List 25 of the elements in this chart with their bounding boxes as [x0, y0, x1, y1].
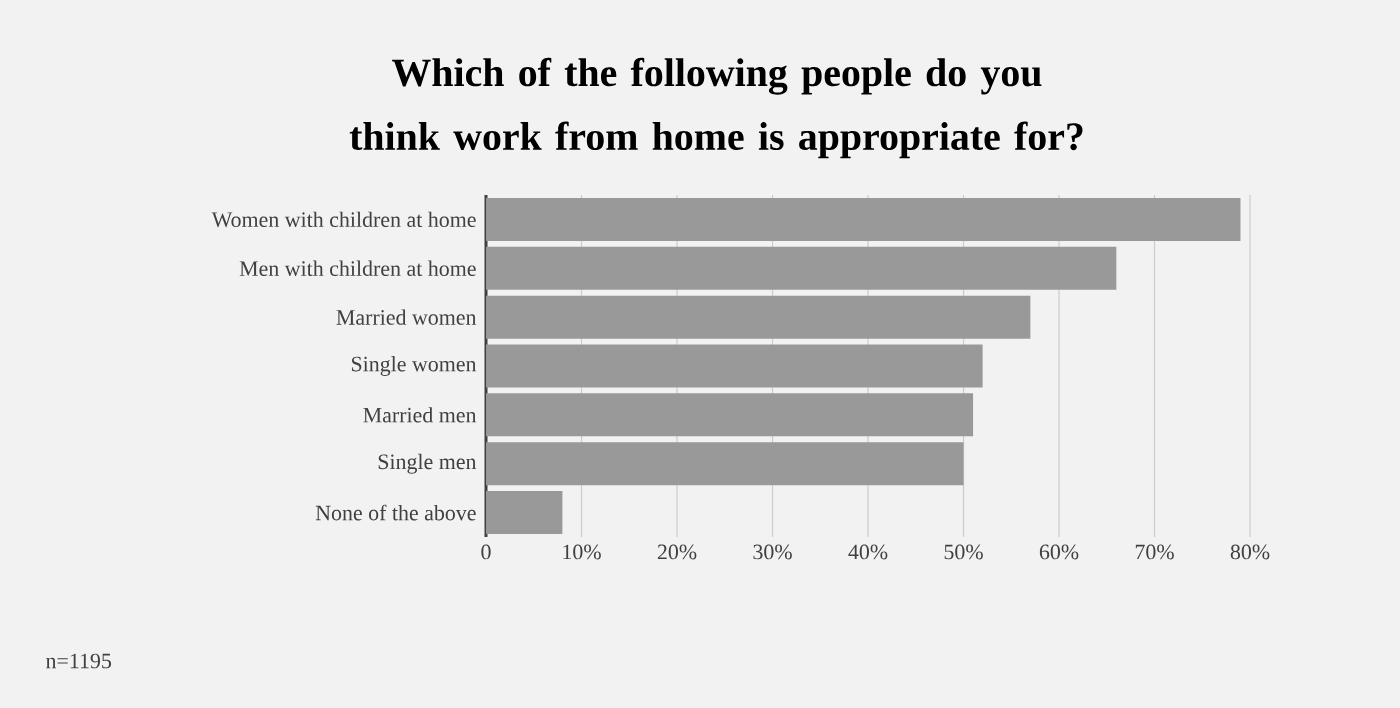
x-tick-label: 20%: [657, 544, 697, 560]
x-tick-label: 0: [481, 544, 491, 560]
y-tick-label: Single women: [351, 356, 477, 376]
bar: [486, 393, 974, 437]
x-tick-label: 50%: [944, 544, 983, 560]
bar: [486, 197, 1241, 241]
bar: [486, 344, 983, 388]
bar: [486, 442, 964, 486]
x-tick-label: 40%: [848, 544, 888, 560]
bar: [486, 491, 563, 535]
text: n=1195: [46, 653, 112, 669]
x-tick-label: 80%: [1230, 544, 1270, 560]
x-tick-label: 30%: [753, 544, 792, 560]
y-tick-label: None of the above: [315, 504, 476, 521]
chart-title: Which of the following people do you think work from home is appropriate for?: [349, 57, 1083, 159]
y-tick-label: Married women: [336, 309, 477, 325]
bar: [486, 295, 1031, 339]
x-tick-label: 70%: [1135, 544, 1174, 560]
bar: [486, 246, 1117, 290]
y-tick-label: Single men: [378, 453, 477, 474]
y-tick-label: Married men: [363, 407, 477, 423]
y-tick-label: Men with children at home: [239, 260, 476, 276]
y-tick-label: Women with children at home: [211, 211, 476, 228]
x-tick-label: 10%: [563, 544, 601, 560]
x-tick-label: 60%: [1039, 544, 1079, 560]
